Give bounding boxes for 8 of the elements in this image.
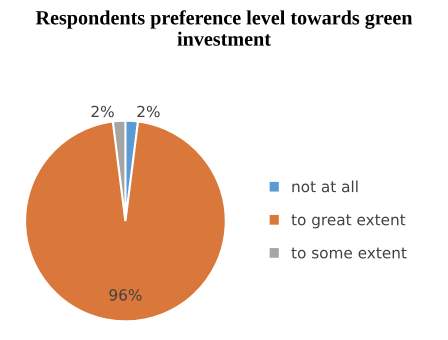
legend-label: to some extent <box>291 248 407 259</box>
legend-label: not at all <box>292 180 358 192</box>
data-label: 96% <box>109 289 142 301</box>
pie-slice <box>24 120 227 322</box>
legend-label: to great extent <box>291 214 406 228</box>
data-label: 2% <box>137 106 160 118</box>
chart-title: Respondents preference level towards green investment <box>36 10 412 46</box>
data-label: 2% <box>92 106 114 118</box>
